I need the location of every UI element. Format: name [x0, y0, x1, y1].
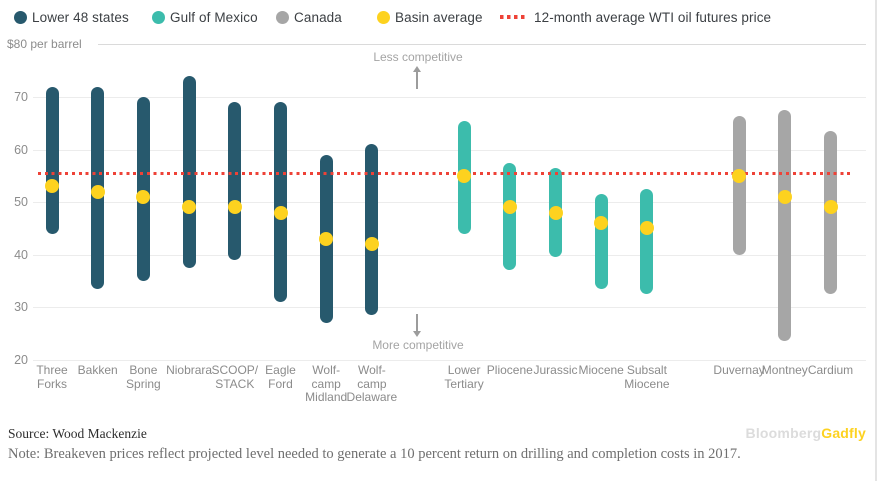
basin-average-dot-duvernay: [732, 168, 747, 183]
legend-label: Gulf of Mexico: [170, 9, 258, 25]
source-credit: Source: Wood Mackenzie: [8, 426, 147, 441]
legend-label: Canada: [294, 9, 342, 25]
y-tick-60: 60: [14, 142, 28, 157]
x-label-subsalt-miocene: Subsalt Miocene: [624, 363, 670, 391]
plot-area: $80 per barrel 70 60 50 40 30 20 Less competi…: [7, 37, 866, 404]
range-bar-wolfcamp-delaware: [365, 144, 379, 316]
gridline-70: [33, 97, 866, 99]
x-label-eagle-ford: Eagle Ford: [265, 363, 296, 391]
bloomberg-gadfly-logo: BloombergGadfly: [746, 425, 866, 441]
x-label-duvernay: Duvernay: [713, 363, 765, 377]
basin-average-dot-miocene: [594, 216, 609, 231]
basin-average-dot-niobrara: [182, 200, 197, 215]
legend-item-12-month-average-wti-oil-futures-price: 12-month average WTI oil futures price: [500, 9, 771, 25]
basin-average-dot-cardium: [823, 200, 838, 215]
x-label-cardium: Cardium: [807, 363, 854, 377]
less-competitive-annotation: Less competitive: [373, 50, 463, 64]
x-label-wolfcamp-midland: Wolf-camp Midland: [305, 363, 348, 404]
basin-average-dot-wolfcamp-delaware: [364, 237, 379, 252]
legend-dot-icon: [276, 10, 289, 24]
right-divider: [875, 0, 877, 481]
x-label-niobrara: Niobrara: [166, 363, 213, 377]
basin-average-dot-jurassic: [548, 205, 563, 220]
range-bar-three-forks: [45, 86, 59, 234]
x-label-three-forks: Three Forks: [36, 363, 68, 391]
range-bar-bone-spring: [136, 97, 150, 281]
x-label-pliocene: Pliocene: [486, 363, 533, 377]
legend-item-basin-average: Basin average: [377, 9, 483, 25]
gridline-20: [33, 359, 866, 361]
basin-average-dot-wolfcamp-midland: [319, 231, 334, 246]
up-arrow-icon: [413, 66, 421, 89]
basin-average-dot-montney: [777, 189, 792, 204]
brand-gadfly: Gadfly: [821, 425, 866, 441]
y-tick-50: 50: [14, 195, 28, 210]
basin-average-dot-three-forks: [45, 179, 59, 194]
x-label-lower-tertiary: Lower Tertiary: [444, 363, 484, 391]
legend-item-lower-48-states: Lower 48 states: [14, 9, 129, 25]
footnote: Note: Breakeven prices reflect projected…: [8, 446, 741, 462]
range-bar-montney: [778, 110, 792, 342]
y-tick-40: 40: [14, 247, 28, 262]
basin-average-dot-eagle-ford: [273, 205, 288, 220]
basin-average-dot-scoop-stack: [227, 200, 242, 215]
basin-average-dot-bakken: [90, 184, 105, 199]
range-bar-miocene: [594, 194, 608, 289]
chart-legend: Lower 48 states Gulf of Mexico Canada Basin…: [0, 0, 892, 34]
more-competitive-annotation: More competitive: [372, 338, 464, 352]
basin-average-dot-lower-tertiary: [457, 168, 472, 183]
legend-label: Basin average: [395, 9, 483, 25]
range-bar-niobrara: [182, 76, 196, 268]
legend-dot-icon: [14, 10, 27, 24]
gridline-40: [33, 254, 866, 256]
y-axis-unit-label: $80 per barrel: [7, 37, 82, 51]
basin-average-dot-bone-spring: [136, 189, 151, 204]
range-bar-scoop-stack: [228, 102, 242, 260]
basin-average-dot-subsalt-miocene: [639, 221, 654, 236]
x-label-scoop-stack: SCOOP/STACK: [211, 363, 259, 391]
legend-item-canada: Canada: [276, 9, 342, 25]
range-bar-duvernay: [732, 115, 746, 255]
x-label-bakken: Bakken: [77, 363, 118, 377]
x-label-montney: Montney: [761, 363, 808, 377]
legend-label: 12-month average WTI oil futures price: [534, 9, 772, 25]
y-tick-30: 30: [14, 300, 28, 315]
down-arrow-icon: [413, 314, 421, 337]
legend-item-gulf-of-mexico: Gulf of Mexico: [152, 9, 258, 25]
range-bar-eagle-ford: [274, 102, 287, 302]
x-label-bone-spring: Bone Spring: [126, 363, 161, 391]
y-tick-70: 70: [14, 90, 28, 105]
x-label-miocene: Miocene: [578, 363, 624, 377]
range-bar-pliocene: [503, 162, 517, 271]
brand-bloomberg: Bloomberg: [745, 425, 822, 441]
gridline-60: [33, 149, 866, 151]
legend-dotted-line-icon: [500, 15, 527, 19]
wti-reference-line: [38, 172, 851, 176]
y-tick-20: 20: [14, 352, 28, 367]
gridline-50: [33, 202, 866, 204]
legend-dot-icon: [377, 10, 390, 24]
x-label-wolfcamp-delaware: Wolf-camp Delaware: [346, 363, 398, 404]
top-gridline-80: [98, 44, 866, 45]
basin-average-dot-pliocene: [502, 200, 517, 215]
gridline-30: [33, 307, 866, 309]
x-label-jurassic: Jurassic: [533, 363, 578, 377]
legend-dot-icon: [152, 10, 165, 24]
range-bar-subsalt-miocene: [640, 189, 654, 295]
legend-label: Lower 48 states: [32, 9, 129, 25]
